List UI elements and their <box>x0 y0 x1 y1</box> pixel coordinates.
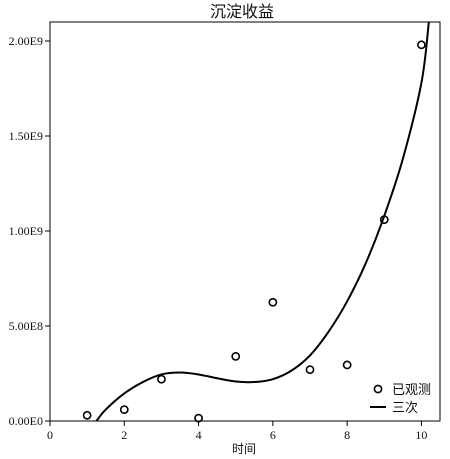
observed-points-layer <box>82 40 426 423</box>
x-tick-label: 8 <box>344 428 350 442</box>
plot-border <box>49 21 441 422</box>
cubic-fit-line <box>95 22 430 421</box>
observed-point <box>194 413 203 423</box>
observed-point <box>342 360 352 370</box>
legend: 已观测 三次 <box>370 383 431 416</box>
observed-point <box>379 215 389 224</box>
chart-title: 沉淀收益 <box>210 2 274 21</box>
x-tick-label: 0 <box>47 428 53 442</box>
x-tick-label: 2 <box>121 428 127 442</box>
plot-frame <box>49 21 441 422</box>
x-axis-title: 时间 <box>232 442 256 456</box>
observed-point <box>82 410 92 420</box>
observed-point <box>157 374 166 384</box>
y-tick-label: 2.00E9 <box>9 34 43 48</box>
legend-marker-observed <box>373 384 383 394</box>
observed-point <box>268 297 278 307</box>
y-tick-label: 0.00E0 <box>9 414 43 428</box>
x-tick-label: 10 <box>415 428 427 442</box>
y-tick-label: 1.00E9 <box>9 224 43 238</box>
legend-label-observed: 已观测 <box>392 383 431 398</box>
observed-point <box>305 365 315 375</box>
y-axis: 0.00E0 5.00E8 1.00E9 1.50E9 2.00E9 <box>9 34 50 428</box>
x-axis: 0 2 4 6 8 10 <box>47 421 427 442</box>
y-tick-label: 5.00E8 <box>9 319 43 333</box>
legend-label-cubic: 三次 <box>392 400 418 416</box>
observed-point <box>231 351 241 361</box>
observed-point <box>119 405 129 414</box>
fit-line-layer <box>95 22 430 421</box>
y-tick-label: 1.50E9 <box>9 129 43 143</box>
x-tick-label: 6 <box>270 428 276 442</box>
x-tick-label: 4 <box>196 428 202 442</box>
observed-point <box>417 40 426 50</box>
